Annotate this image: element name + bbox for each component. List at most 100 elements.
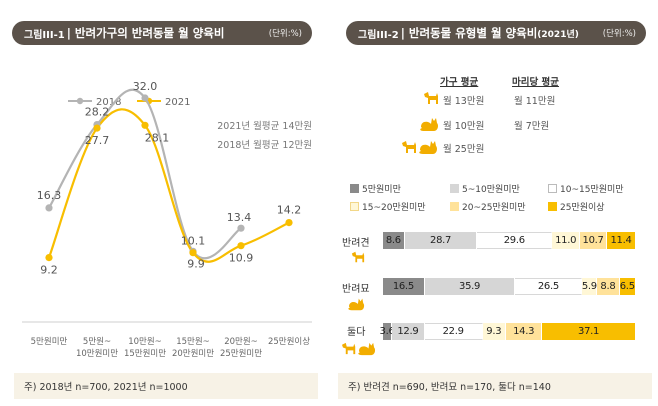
segment-value-label: 16.5 (392, 281, 414, 292)
dog-and-cat-icon (342, 342, 376, 356)
segment-value-label: 8.6 (385, 235, 401, 246)
legend-2021-label: 2021 (165, 97, 190, 108)
series-2018-point (237, 224, 245, 232)
legend-swatch (350, 184, 359, 193)
segment-value-label: 12.9 (397, 326, 419, 337)
series-2021-data-label: 27.7 (85, 134, 110, 147)
cat-per-head-average: 월 7만원 (514, 121, 550, 132)
dog-per-head-average: 월 11만원 (514, 96, 556, 107)
right-unit-label: (단위:%) (602, 29, 636, 39)
left-footnote: 주) 2018년 n=700, 2021년 n=1000 (14, 373, 318, 399)
segment-value-label: 14.3 (513, 326, 535, 337)
series-2021-data-label: 10.9 (229, 252, 254, 265)
legend-swatch (350, 202, 359, 211)
stacked-bar-both: 3.6 12.9 22.9 9.3 14.3 37.1 (380, 323, 636, 340)
legend-2018-label: 2018 (96, 97, 121, 108)
stacked-bar-segment: 5.9 (581, 278, 598, 295)
stacked-bar-segment: 22.9 (424, 323, 483, 340)
segment-value-label: 37.1 (578, 326, 600, 337)
x-tick-label: 10만원미만 (76, 349, 118, 359)
x-tick-label: 25만원이상 (268, 336, 310, 347)
x-tick-label: 20만원미만 (172, 349, 214, 359)
stacked-bar-segment: 11.0 (552, 232, 581, 249)
segment-value-label: 29.6 (503, 235, 525, 246)
row-label-both: 둘다 (347, 327, 366, 338)
legend-item-over-25: 25만원이상 (548, 200, 605, 213)
stacked-bar-segment: 8.6 (383, 232, 405, 249)
segment-value-label: 5.9 (581, 281, 597, 292)
series-2018-data-label: 32.0 (133, 80, 158, 93)
stacked-bar-segment: 28.7 (404, 232, 478, 249)
segment-value-label: 6.5 (619, 281, 635, 292)
figure-label: 그림III-2 (358, 29, 399, 41)
series-2021-point (141, 121, 149, 129)
legend-item-under-5: 5만원미만 (350, 182, 401, 195)
household-average-header: 가구 평균 (440, 77, 479, 88)
annotation-2018-average: 2018년 월평균 12만원 (217, 139, 312, 151)
right-chart-panel: 그림III-2 | 반려동물 유형별 월 양육비(2021년) (단위:%) 주… (334, 0, 658, 406)
line-plot-area: 16.3 28.2 32.0 10.1 13.4 9.2 27.7 28.1 9.9 10.9 14… (31, 80, 311, 359)
stacked-bar-segment: 11.4 (607, 232, 636, 249)
stacked-bar-segment: 14.3 (506, 323, 543, 340)
legend-item-5-10: 5~10만원미만 (450, 182, 520, 195)
stacked-bar-segment: 26.5 (515, 278, 583, 295)
cat-household-average: 월 10만원 (443, 121, 485, 132)
right-footnote: 주) 반려견 n=690, 반려묘 n=170, 둘다 n=140 (338, 373, 652, 399)
right-title-bar: 그림III-2 | 반려동물 유형별 월 양육비(2021년) (단위:%) (346, 21, 646, 45)
series-2018-data-label: 13.4 (227, 211, 252, 224)
dog-icon (351, 251, 365, 263)
stacked-bar-segment: 3.6 (380, 323, 395, 340)
legend-item-15-20: 15~20만원미만 (350, 200, 426, 213)
x-tick-label: 20만원~ (224, 337, 258, 347)
dog-icon (424, 92, 438, 104)
stacked-bar-cat: 16.5 35.9 26.5 5.9 8.8 6.5 (383, 278, 636, 295)
series-2018-point (141, 94, 149, 102)
legend-item-10-15: 10~15만원미만 (548, 182, 624, 195)
segment-value-label: 10.7 (582, 235, 604, 246)
stacked-bar-legend: 5만원미만 5~10만원미만 10~15만원미만 15~20만원미만 20~25… (346, 179, 646, 217)
cat-icon (420, 118, 438, 131)
right-chart-title: | 반려동물 유형별 월 양육비(2021년) (400, 26, 579, 40)
segment-value-label: 11.4 (610, 235, 632, 246)
stacked-bar-segment: 29.6 (477, 232, 553, 249)
annotation-2021-average: 2021년 월평균 14만원 (217, 120, 312, 132)
cat-icon (348, 298, 365, 311)
stacked-bar-segment: 8.8 (597, 278, 620, 295)
per-head-average-header: 마리당 평균 (512, 77, 560, 88)
series-2018-data-label: 10.1 (181, 234, 206, 247)
series-2021-data-label: 9.9 (187, 258, 205, 271)
series-2021-data-label: 28.1 (145, 131, 170, 144)
series-2021-point (189, 249, 197, 257)
series-2018-line (48, 88, 242, 260)
segment-value-label: 26.5 (537, 281, 559, 292)
series-2018-data-label: 28.2 (85, 106, 110, 119)
left-chart-panel: 그림III-1 | 반려가구의 반려동물 월 양육비 (단위:%) 2018 2… (0, 0, 324, 406)
series-2021-point (93, 124, 101, 132)
segment-value-label: 8.8 (600, 281, 616, 292)
row-label-cat: 반려묘 (342, 284, 370, 295)
x-tick-label: 15만원~ (176, 337, 210, 347)
stacked-bar-segment: 9.3 (482, 323, 507, 340)
left-title-bar: 그림III-1 | 반려가구의 반려동물 월 양육비 (단위:%) (12, 21, 312, 45)
x-tick-label: 15만원미만 (124, 349, 166, 359)
segment-value-label: 35.9 (459, 281, 481, 292)
stacked-bar-segment: 10.7 (580, 232, 608, 249)
legend-swatch (450, 184, 459, 193)
x-tick-label: 5만원미만 (31, 337, 68, 347)
stacked-bar-segment: 16.5 (383, 278, 425, 295)
series-2021-point (237, 242, 245, 250)
stacked-bar-segment: 6.5 (619, 278, 636, 295)
line-chart: 2018 2021 2021년 월평균 14만원 2018년 월평균 12만원 … (22, 80, 312, 359)
stacked-bar-segment: 35.9 (424, 278, 516, 295)
legend-swatch (548, 202, 557, 211)
segment-value-label: 9.3 (486, 326, 502, 337)
stacked-bar-dog: 8.6 28.7 29.6 11.0 10.7 11.4 (383, 232, 636, 249)
x-tick-label: 10만원~ (128, 337, 162, 347)
figure-label: 그림III-1 (24, 29, 65, 41)
series-2018-point (45, 204, 53, 212)
left-chart-title: | 반려가구의 반려동물 월 양육비 (66, 26, 225, 40)
series-2021-point (285, 219, 293, 227)
segment-value-label: 22.9 (442, 326, 464, 337)
dog-and-cat-icon (402, 141, 437, 154)
row-label-dog: 반려견 (342, 238, 370, 249)
